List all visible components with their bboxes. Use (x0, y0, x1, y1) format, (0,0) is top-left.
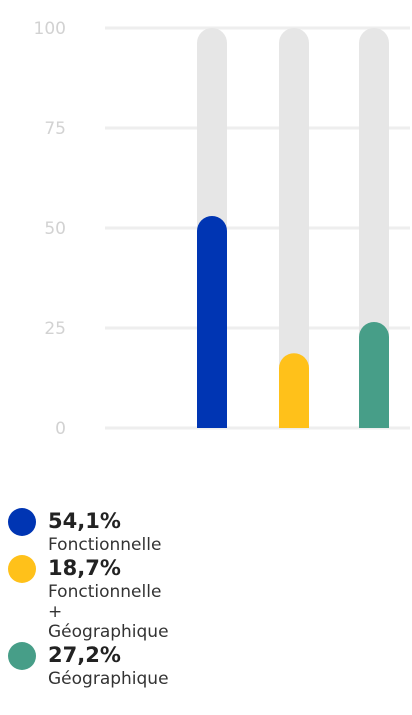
legend-color-dot (8, 508, 36, 536)
y-tick-label: 0 (55, 419, 66, 439)
y-tick-label: 50 (44, 219, 66, 239)
bar-chart: 100 75 50 25 0 (34, 19, 410, 439)
legend-value: 54,1% (48, 509, 121, 533)
y-tick-label: 75 (44, 119, 66, 139)
legend-item: 54,1% Fonctionnelle (0, 508, 412, 555)
bar-track (279, 28, 309, 428)
legend: 54,1% Fonctionnelle 18,7% Fonctionnelle + G… (0, 508, 412, 689)
legend-value: 18,7% (48, 556, 121, 580)
legend-color-dot (8, 642, 36, 670)
y-axis-ticks: 100 75 50 25 0 (34, 19, 66, 439)
y-tick-label: 100 (34, 19, 66, 39)
bars (197, 28, 389, 428)
legend-value: 27,2% (48, 643, 121, 667)
legend-label: Fonctionnelle + Géographique (48, 582, 169, 642)
legend-label: Fonctionnelle (48, 535, 162, 555)
bar-1 (197, 216, 227, 428)
legend-item: 27,2% Géographique (0, 642, 412, 689)
bar-3 (359, 322, 389, 428)
legend-item: 18,7% Fonctionnelle + Géographique (0, 555, 412, 642)
y-tick-label: 25 (44, 319, 66, 339)
legend-color-dot (8, 555, 36, 583)
bar-2 (279, 353, 309, 428)
legend-label: Géographique (48, 669, 169, 689)
